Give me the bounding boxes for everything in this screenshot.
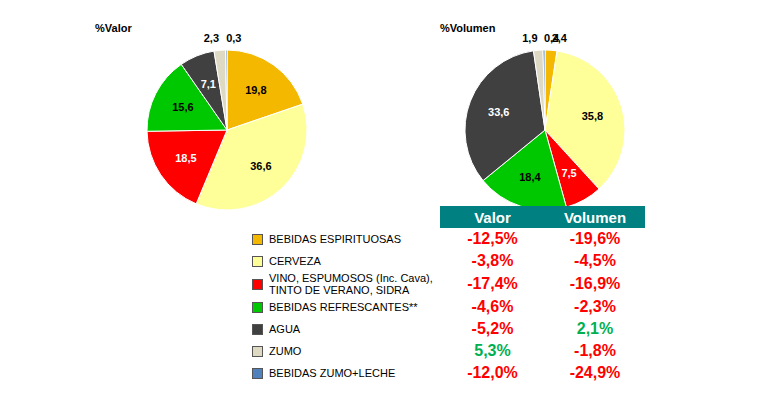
- html-text:CERVEZA: CERVEZA: [269, 255, 321, 267]
- html-text:%Valor: %Valor: [95, 22, 132, 34]
- html-text:AGUA: AGUA: [269, 323, 301, 335]
- html-text:-5,2%: -5,2%: [471, 320, 514, 337]
- html-text:-2,3%: -2,3%: [574, 298, 616, 315]
- html-text:BEBIDAS ESPIRITUOSAS: BEBIDAS ESPIRITUOSAS: [269, 233, 401, 245]
- html-text:-12,0%: -12,0%: [467, 364, 518, 381]
- svg-text:0,4: 0,4: [544, 32, 560, 44]
- html-text:-4,6%: -4,6%: [471, 298, 514, 315]
- svg-text:35,8: 35,8: [582, 110, 603, 122]
- html-text:Valor: Valor: [474, 208, 511, 226]
- svg-text:1,9: 1,9: [522, 32, 537, 44]
- html-text:BEBIDAS REFRESCANTES**: BEBIDAS REFRESCANTES**: [269, 301, 418, 313]
- svg-text:36,6: 36,6: [250, 160, 271, 172]
- html-text:%Volumen: %Volumen: [440, 22, 496, 34]
- svg-text:2,3: 2,3: [204, 32, 219, 44]
- html-text:ZUMO: ZUMO: [269, 345, 302, 357]
- html-text:-17,4%: -17,4%: [467, 275, 518, 292]
- html-text:-1,8%: -1,8%: [574, 342, 616, 359]
- svg-text:18,4: 18,4: [519, 171, 541, 183]
- html-text:BEBIDAS ZUMO+LECHE: BEBIDAS ZUMO+LECHE: [269, 367, 396, 379]
- svg-text:18,5: 18,5: [175, 152, 196, 164]
- svg-text:2,4: 2,4: [551, 32, 567, 45]
- html-text:VINO, ESPUMOSOS (Inc. Cava), T: VINO, ESPUMOSOS (Inc. Cava), TINTO DE VE…: [269, 272, 433, 296]
- html-text:-19,6%: -19,6%: [569, 230, 621, 247]
- html-text:5,3%: 5,3%: [474, 342, 511, 359]
- html-text:2,1%: 2,1%: [576, 320, 614, 337]
- svg-text:7,1: 7,1: [201, 78, 216, 90]
- svg-text:15,6: 15,6: [172, 101, 193, 113]
- svg-text:0,3: 0,3: [226, 32, 241, 44]
- html-text:-3,8%: -3,8%: [471, 252, 514, 269]
- svg-text:19,8: 19,8: [245, 84, 266, 96]
- svg-text:7,5: 7,5: [561, 167, 576, 179]
- svg-text:33,6: 33,6: [488, 106, 509, 118]
- html-text:-4,5%: -4,5%: [574, 252, 616, 269]
- html-text:-12,5%: -12,5%: [467, 230, 518, 247]
- html-text:Volumen: Volumen: [563, 208, 627, 226]
- html-text:-24,9%: -24,9%: [569, 364, 621, 381]
- html-text:-16,9%: -16,9%: [569, 275, 621, 292]
